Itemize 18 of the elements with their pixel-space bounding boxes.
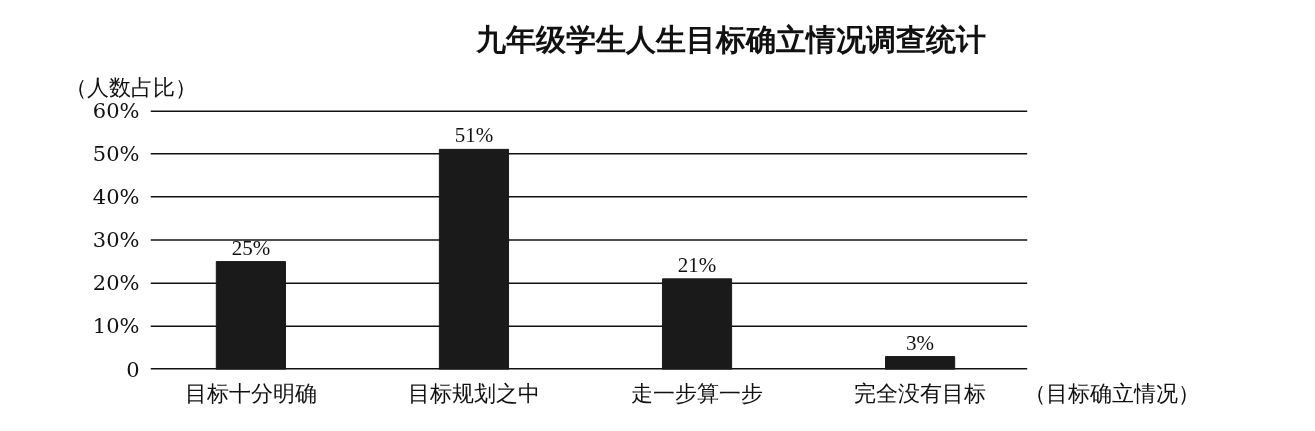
x-tick-label: 走一步算一步	[631, 380, 764, 406]
y-axis-title: （人数占比）	[64, 74, 197, 100]
data-label: 21%	[677, 252, 717, 277]
y-tick-label: 10%	[92, 314, 140, 339]
data-label: 3%	[906, 330, 935, 355]
y-tick-label: 0	[126, 357, 140, 382]
chart-title: 九年级学生人生目标确立情况调查统计	[474, 21, 986, 57]
y-tick-label: 30%	[92, 228, 140, 252]
y-tick-label: 20%	[92, 271, 140, 296]
x-tick-label: 目标十分明确	[184, 380, 317, 406]
y-tick-label: 60%	[92, 98, 140, 123]
y-tick-label: 40%	[92, 184, 140, 209]
y-tick-label: 50%	[92, 141, 140, 166]
x-axis-title: （目标确立情况）	[1023, 380, 1200, 406]
data-label: 51%	[454, 123, 494, 148]
x-tick-label: 完全没有目标	[854, 380, 987, 406]
data-label: 25%	[231, 235, 271, 260]
x-tick-label: 目标规划之中	[407, 380, 540, 406]
